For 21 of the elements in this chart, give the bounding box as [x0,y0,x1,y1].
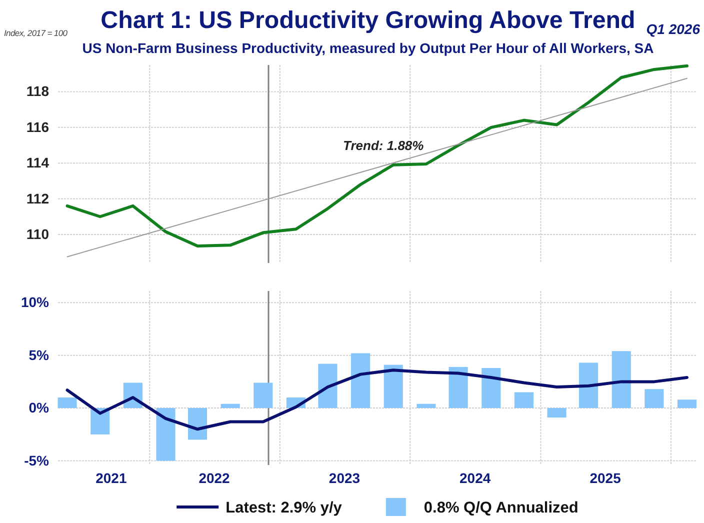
y-tick-label: 10% [20,294,50,310]
annotation: Trend: 1.88% [343,138,424,154]
y-tick-label: 112 [26,190,50,206]
y-tick-label: -5% [24,452,50,468]
x-tick-label: 2021 [96,470,127,486]
x-tick-label: 2025 [590,470,622,486]
chart-title: Chart 1: US Productivity Growing Above Trend [100,7,636,34]
legend-label: Latest: 2.9% y/y [226,500,342,516]
y-tick-label: 116 [26,118,50,135]
x-tick-label: 2024 [460,470,491,486]
chart-subtitle: US Non-Farm Business Productivity, measured by Output Per Hour of All Workers, SA [82,40,654,56]
text: Q1 2026 [646,21,700,37]
legend-label: 0.8% Q/Q Annualized [424,500,578,516]
y-tick-label: 118 [26,83,50,100]
x-tick-label: 2023 [328,470,360,486]
x-tick-label: 2022 [198,470,230,486]
y-tick-label: 0% [28,400,50,416]
y-tick-label: 5% [28,346,50,363]
y-tick-label: 114 [26,154,50,171]
y-axis-title: Index, 2017 = 100 [4,28,68,38]
y-tick-label: 110 [26,226,50,242]
